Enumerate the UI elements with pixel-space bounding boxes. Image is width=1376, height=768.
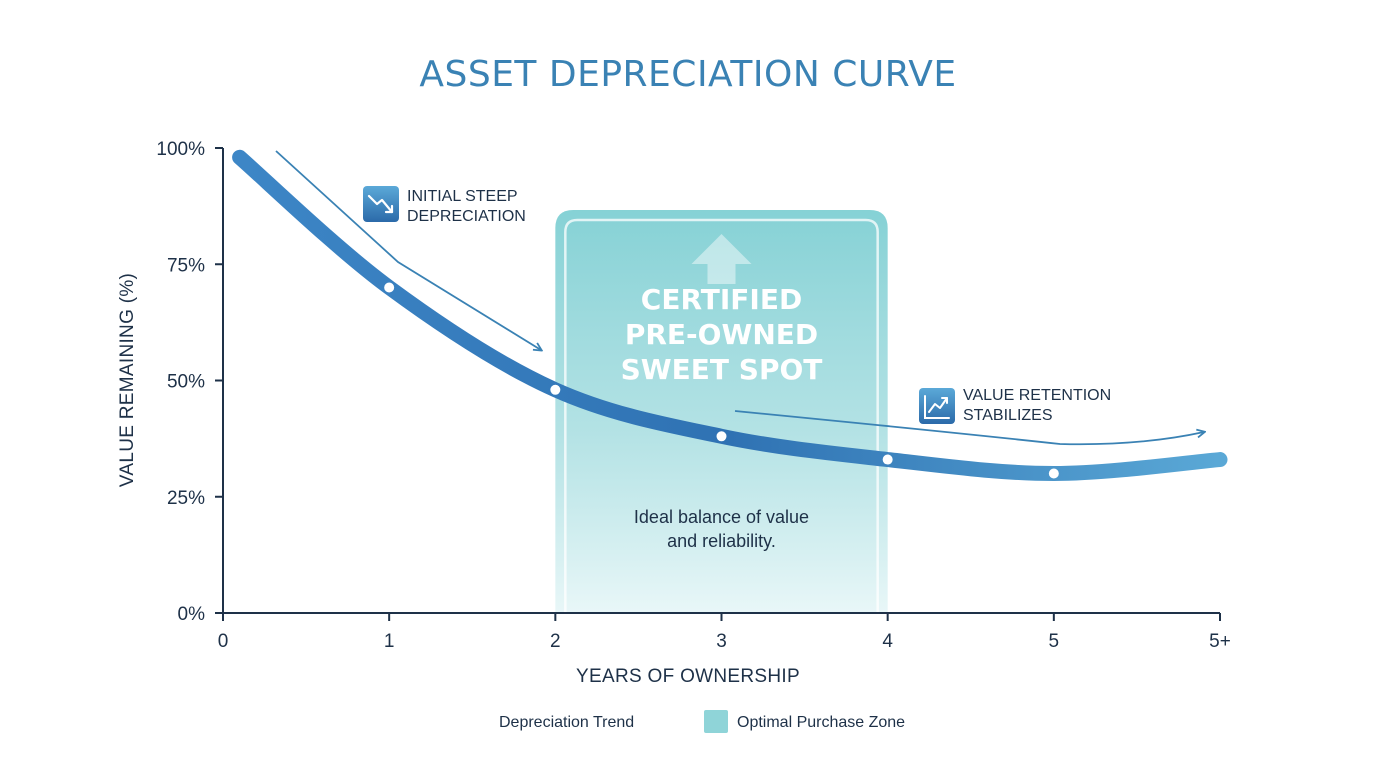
chart-title: ASSET DEPRECIATION CURVE	[419, 54, 956, 95]
data-point	[384, 282, 395, 293]
x-tick-label: 2	[550, 631, 561, 652]
x-axis-title: YEARS OF OWNERSHIP	[576, 666, 800, 687]
optimal-purchase-zone: CERTIFIED PRE-OWNED SWEET SPOT Ideal balanc…	[555, 210, 888, 613]
x-ticks: 0 1 2 3 4 5 5+	[218, 613, 1231, 652]
zone-description-line: Ideal balance of value	[634, 507, 809, 527]
value-retention-line-2: STABILIZES	[963, 407, 1053, 424]
zone-inner-border	[564, 218, 879, 613]
y-tick-label: 0%	[178, 604, 206, 625]
x-tick-label: 5	[1049, 631, 1060, 652]
zone-title-line: PRE-OWNED	[625, 318, 818, 351]
y-tick-label: 100%	[156, 139, 205, 160]
legend-label-depreciation-trend: Depreciation Trend	[499, 714, 634, 731]
steep-depreciation-label: INITIAL STEEP DEPRECIATION	[407, 188, 526, 225]
x-tick-label: 0	[218, 631, 229, 652]
legend-item-optimal-purchase-zone: Optimal Purchase Zone	[704, 710, 905, 733]
zone-title-line: SWEET SPOT	[621, 353, 823, 386]
steep-depreciation-line-2: DEPRECIATION	[407, 208, 526, 225]
data-point	[882, 454, 893, 465]
legend-item-depreciation-trend: Depreciation Trend	[448, 714, 634, 731]
legend-swatch-zone	[704, 710, 728, 733]
data-point	[716, 431, 727, 442]
zone-fill	[555, 210, 888, 613]
value-retention-label: VALUE RETENTION STABILIZES	[963, 387, 1116, 424]
legend-label-optimal-purchase-zone: Optimal Purchase Zone	[737, 714, 905, 731]
trend-up-icon	[919, 388, 955, 424]
value-retention-arrow	[734, 410, 1204, 446]
zone-description: Ideal balance of value and reliability.	[634, 507, 809, 551]
zone-title: CERTIFIED PRE-OWNED SWEET SPOT	[621, 283, 823, 386]
y-tick-label: 75%	[167, 255, 205, 276]
zone-description-line: and reliability.	[667, 531, 776, 551]
x-tick-label: 5+	[1209, 631, 1231, 652]
zone-up-arrow-icon	[691, 234, 752, 284]
value-retention-line-1: VALUE RETENTION	[963, 387, 1111, 404]
y-axis-title: VALUE REMAINING (%)	[117, 273, 138, 487]
data-point	[550, 384, 561, 395]
annotation-steep-depreciation: INITIAL STEEP DEPRECIATION	[275, 150, 541, 350]
y-ticks: 0% 25% 50% 75% 100%	[156, 139, 223, 625]
legend: Depreciation Trend Optimal Purchase Zone	[448, 710, 905, 733]
annotation-value-retention: VALUE RETENTION STABILIZES	[734, 387, 1204, 446]
x-tick-label: 4	[882, 631, 893, 652]
x-tick-label: 1	[384, 631, 395, 652]
series-layer	[232, 149, 1228, 481]
y-tick-label: 50%	[167, 372, 205, 393]
steep-depreciation-line-1: INITIAL STEEP	[407, 188, 517, 205]
steep-depreciation-arrow	[275, 150, 541, 350]
data-point	[1048, 468, 1059, 479]
x-tick-label: 3	[716, 631, 727, 652]
trend-down-icon	[363, 186, 399, 222]
zone-title-line: CERTIFIED	[641, 283, 802, 316]
y-tick-label: 25%	[167, 488, 205, 509]
